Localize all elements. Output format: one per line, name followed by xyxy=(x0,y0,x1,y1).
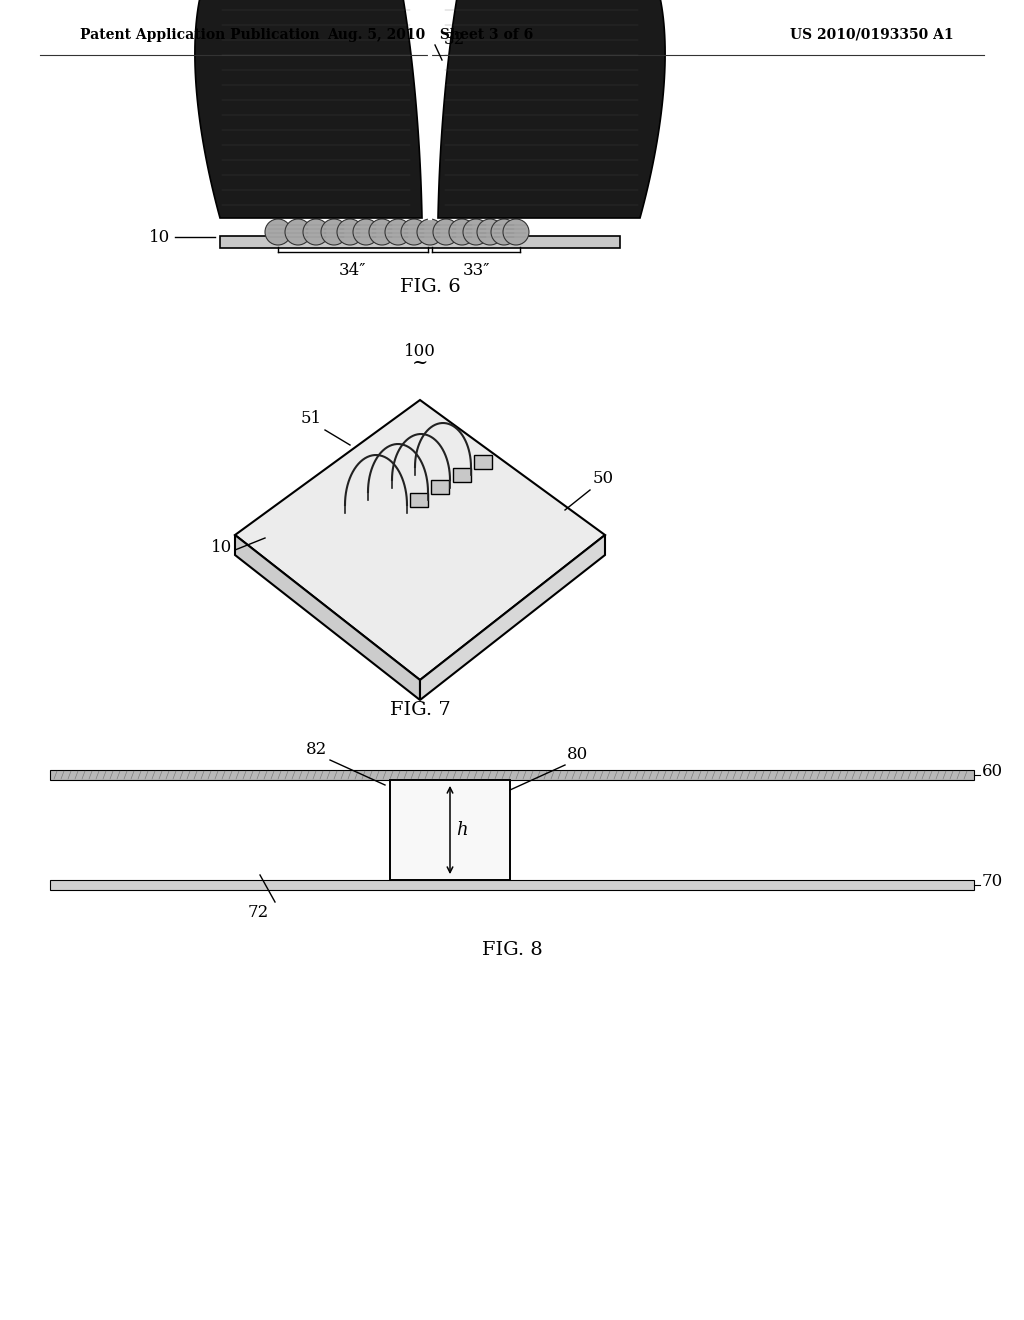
Text: 82: 82 xyxy=(306,741,327,758)
Circle shape xyxy=(477,219,503,246)
Circle shape xyxy=(265,219,291,246)
Bar xyxy=(431,480,449,494)
Bar xyxy=(390,780,510,880)
Circle shape xyxy=(353,219,379,246)
Circle shape xyxy=(449,219,475,246)
Text: 10: 10 xyxy=(148,228,170,246)
Text: 51: 51 xyxy=(301,411,322,426)
Polygon shape xyxy=(234,400,605,680)
Text: FIG. 7: FIG. 7 xyxy=(389,701,451,719)
Circle shape xyxy=(490,219,517,246)
Bar xyxy=(50,880,974,890)
Polygon shape xyxy=(195,0,422,218)
Circle shape xyxy=(385,219,411,246)
Circle shape xyxy=(303,219,329,246)
Text: FIG. 6: FIG. 6 xyxy=(399,279,461,296)
Text: 70: 70 xyxy=(982,874,1004,891)
Circle shape xyxy=(433,219,459,246)
Text: h: h xyxy=(456,821,468,840)
Polygon shape xyxy=(420,535,605,700)
Text: US 2010/0193350 A1: US 2010/0193350 A1 xyxy=(790,28,953,42)
Bar xyxy=(410,492,428,507)
Circle shape xyxy=(503,219,529,246)
Bar xyxy=(50,770,974,780)
Text: ~: ~ xyxy=(412,354,428,372)
Text: Aug. 5, 2010   Sheet 3 of 6: Aug. 5, 2010 Sheet 3 of 6 xyxy=(327,28,534,42)
Text: 32: 32 xyxy=(444,32,465,49)
Circle shape xyxy=(369,219,395,246)
Text: Patent Application Publication: Patent Application Publication xyxy=(80,28,319,42)
Text: FIG. 8: FIG. 8 xyxy=(481,941,543,960)
Text: 33″: 33″ xyxy=(462,261,489,279)
Text: 72: 72 xyxy=(248,904,268,921)
Circle shape xyxy=(285,219,311,246)
Circle shape xyxy=(463,219,489,246)
Polygon shape xyxy=(438,0,666,218)
Circle shape xyxy=(337,219,362,246)
Text: 50: 50 xyxy=(593,470,614,487)
Text: 60: 60 xyxy=(982,763,1004,780)
Polygon shape xyxy=(234,535,420,700)
Text: 10: 10 xyxy=(211,540,232,557)
Bar xyxy=(453,469,471,482)
Text: 34″: 34″ xyxy=(339,261,367,279)
Circle shape xyxy=(401,219,427,246)
Circle shape xyxy=(417,219,443,246)
Text: 100: 100 xyxy=(404,343,436,360)
Text: 80: 80 xyxy=(567,746,588,763)
Bar xyxy=(474,455,492,469)
Bar xyxy=(220,236,620,248)
Circle shape xyxy=(321,219,347,246)
